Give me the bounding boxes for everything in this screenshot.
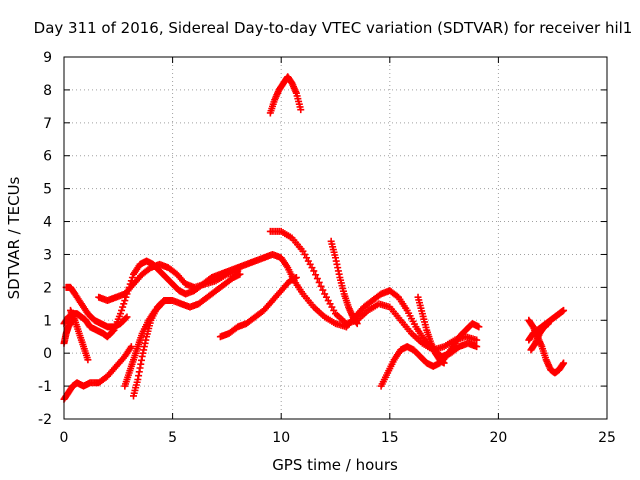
data-series: [95, 260, 242, 305]
data-point: [440, 359, 448, 367]
data-point: [128, 273, 136, 281]
data-series: [266, 73, 305, 117]
y-tick-label: 7: [43, 116, 52, 132]
data-series: [60, 343, 135, 403]
data-point: [353, 320, 361, 328]
data-point: [560, 359, 568, 367]
data-point: [116, 310, 124, 318]
data-point: [157, 301, 165, 309]
data-point: [120, 300, 128, 308]
data-point: [84, 356, 92, 364]
data-point: [123, 313, 131, 321]
data-point: [544, 320, 552, 328]
chart-title: Day 311 of 2016, Sidereal Day-to-day VTE…: [34, 19, 633, 37]
data-point: [118, 306, 126, 314]
data-point: [315, 278, 323, 286]
y-tick-label: 0: [43, 346, 52, 362]
data-point: [236, 270, 244, 278]
data-series: [216, 273, 300, 341]
data-series: [327, 237, 361, 328]
y-tick-label: 2: [43, 280, 52, 296]
data-point: [121, 297, 129, 305]
data-point: [475, 323, 483, 331]
data-point: [319, 286, 327, 294]
data-point: [127, 343, 135, 351]
x-tick-label: 15: [381, 430, 399, 446]
data-point: [313, 275, 321, 283]
y-tick-label: 8: [43, 83, 52, 99]
y-tick-label: 5: [43, 182, 52, 198]
data-series: [121, 300, 166, 390]
y-tick-label: 9: [43, 50, 52, 66]
data-series: [62, 283, 131, 331]
data-point: [292, 273, 300, 281]
x-tick-label: 5: [168, 430, 177, 446]
data-point: [560, 306, 568, 314]
data-points: [60, 73, 568, 403]
y-tick-label: 6: [43, 149, 52, 165]
y-tick-label: 3: [43, 247, 52, 263]
data-point: [473, 336, 481, 344]
y-axis-label: SDTVAR / TECUs: [5, 176, 23, 299]
data-point: [317, 282, 325, 290]
x-tick-label: 0: [60, 430, 69, 446]
data-point: [310, 267, 318, 275]
grid-lines: [64, 57, 607, 419]
data-point: [473, 343, 481, 351]
data-series: [527, 320, 552, 354]
data-point: [297, 106, 305, 114]
y-tick-label: 1: [43, 313, 52, 329]
data-point: [122, 314, 130, 322]
y-tick-label: -2: [38, 412, 52, 428]
y-tick-label: -1: [38, 379, 52, 395]
data-point: [119, 303, 127, 311]
data-series: [414, 293, 448, 367]
x-tick-label: 10: [272, 430, 290, 446]
data-point: [312, 271, 320, 279]
data-point: [158, 300, 166, 308]
data-point: [69, 316, 77, 324]
plot-frame: [63, 56, 608, 420]
x-axis-label: GPS time / hours: [272, 456, 398, 474]
x-tick-label: 20: [489, 430, 507, 446]
data-series: [67, 306, 92, 364]
y-tick-label: 4: [43, 215, 52, 231]
x-tick-label: 25: [598, 430, 616, 446]
